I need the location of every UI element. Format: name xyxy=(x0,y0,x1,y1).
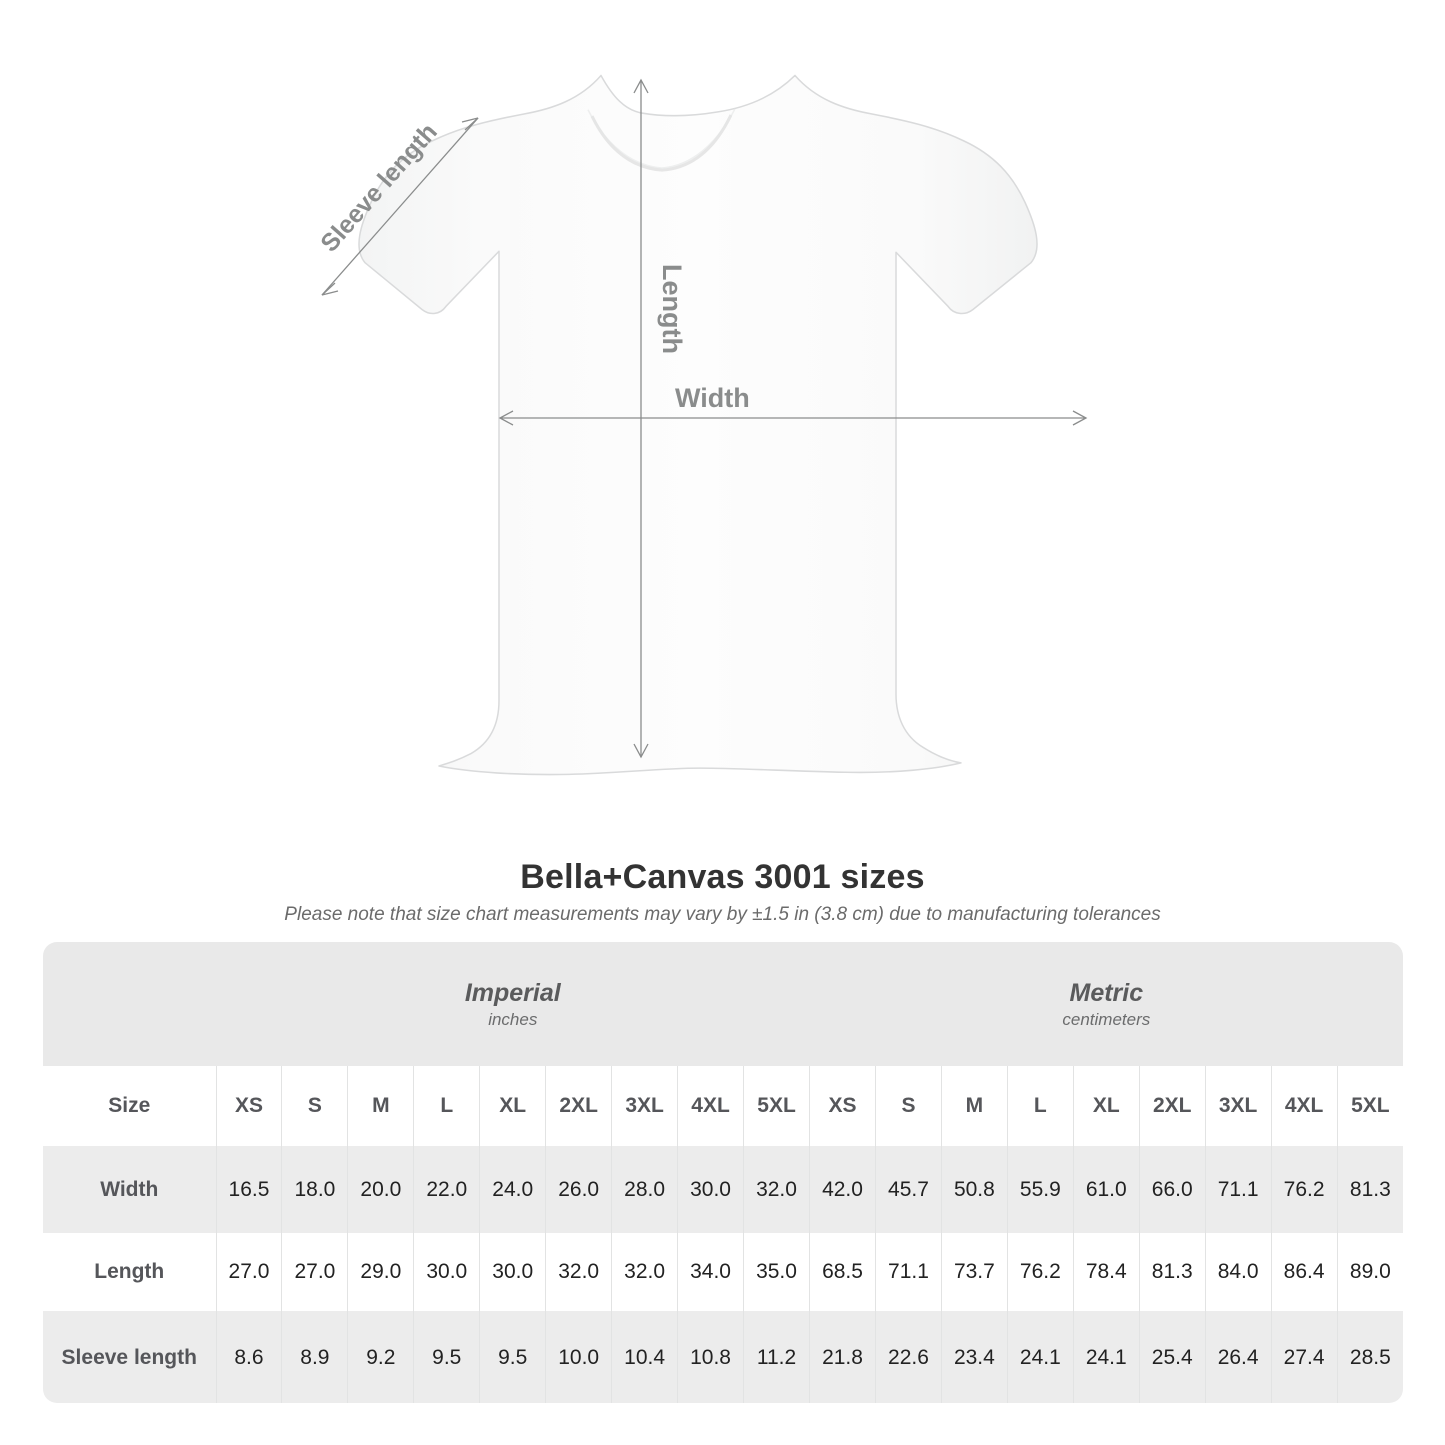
svg-text:Width: Width xyxy=(675,383,750,413)
svg-text:Length: Length xyxy=(657,264,687,354)
